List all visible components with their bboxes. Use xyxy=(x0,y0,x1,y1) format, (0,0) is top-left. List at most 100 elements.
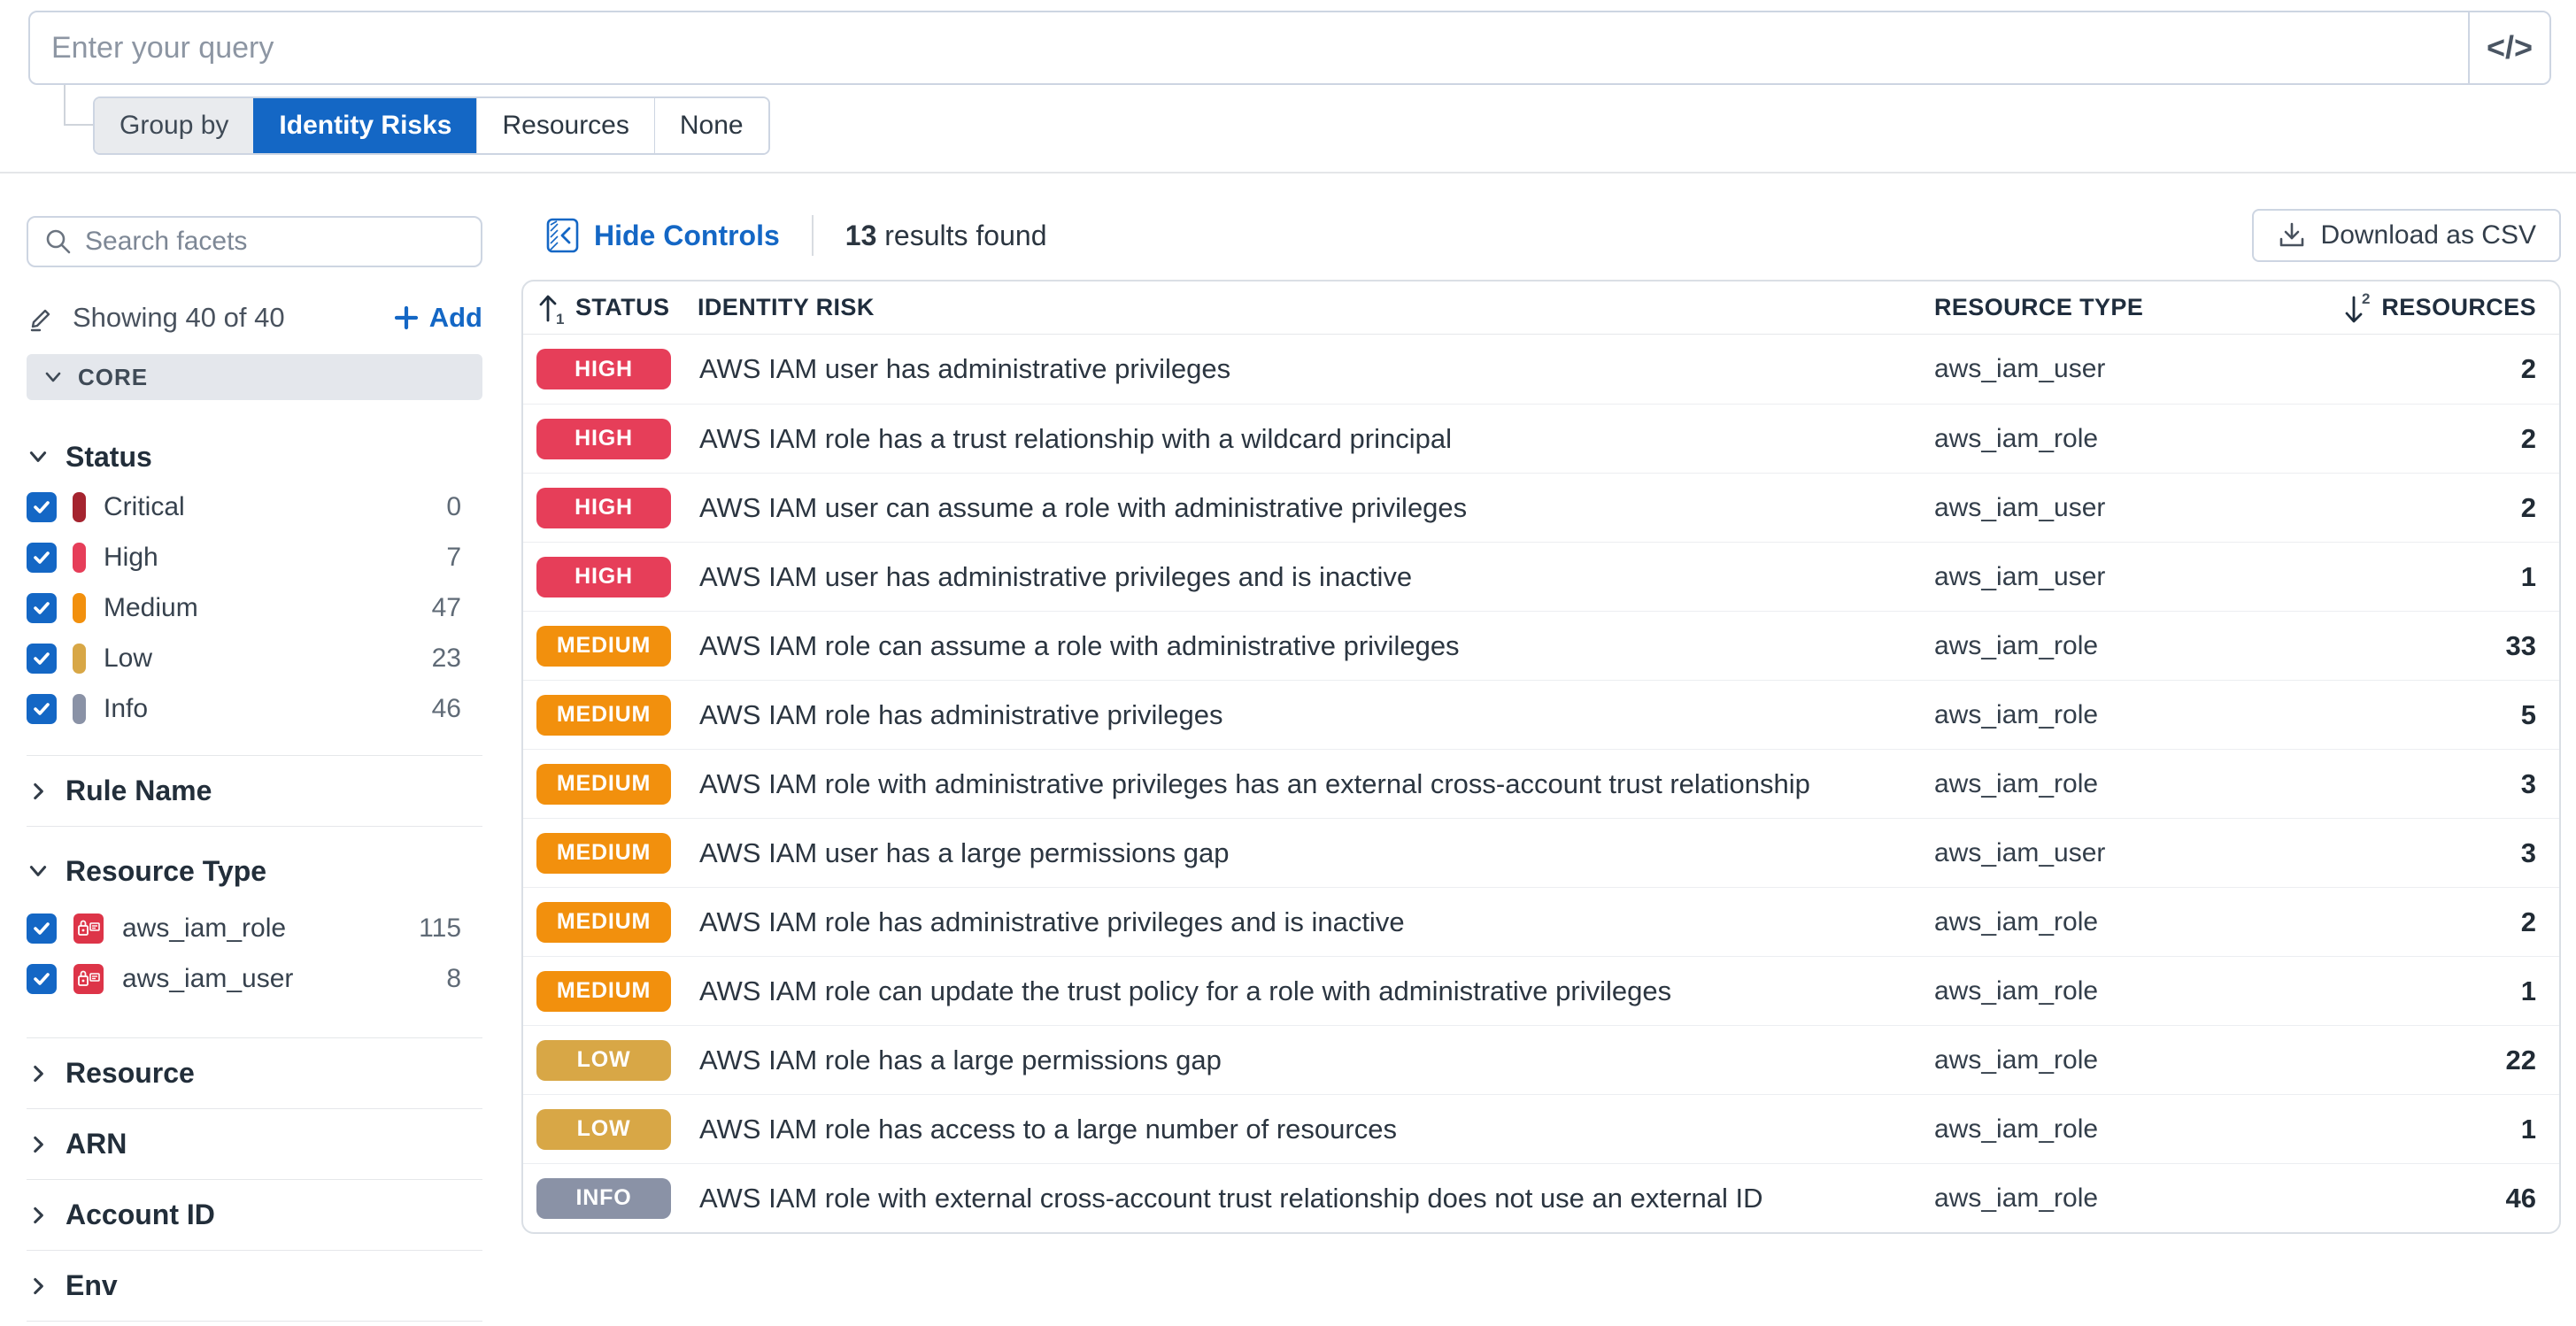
checkbox-checked[interactable] xyxy=(27,542,57,573)
facet-header-collapsed[interactable]: Env xyxy=(27,1251,482,1322)
table-row[interactable]: MEDIUM AWS IAM user has a large permissi… xyxy=(523,818,2559,887)
status-facet-count: 0 xyxy=(446,491,461,521)
table-row[interactable]: MEDIUM AWS IAM role has administrative p… xyxy=(523,887,2559,956)
column-label-resource-type: RESOURCE TYPE xyxy=(1934,294,2144,320)
identity-risk-cell[interactable]: AWS IAM user has administrative privileg… xyxy=(699,353,1231,384)
table-row[interactable]: MEDIUM AWS IAM role can assume a role wi… xyxy=(523,611,2559,680)
query-input[interactable] xyxy=(30,12,2468,83)
facet-summary-row: Showing 40 of 40 Add xyxy=(27,297,482,338)
severity-badge: INFO xyxy=(536,1177,671,1219)
column-label-resources: RESOURCES xyxy=(2381,294,2536,320)
hide-controls-button[interactable]: Hide Controls xyxy=(546,217,780,254)
edit-pencil-icon[interactable] xyxy=(27,303,57,333)
facet-group-core[interactable]: CORE xyxy=(27,354,482,400)
resources-count-cell: 1 xyxy=(2520,975,2536,1006)
identity-risk-cell[interactable]: AWS IAM role has a trust relationship wi… xyxy=(699,422,1452,454)
checkbox-checked[interactable] xyxy=(27,913,57,944)
facet-header-collapsed[interactable]: Account ID xyxy=(27,1180,482,1251)
group-by-control: Group by Identity Risks Resources None xyxy=(93,96,770,155)
identity-risk-cell[interactable]: AWS IAM role with administrative privile… xyxy=(699,767,1810,799)
column-header-status[interactable]: 1 STATUS xyxy=(536,291,698,325)
column-header-resources[interactable]: 2 RESOURCES xyxy=(2315,291,2536,325)
checkbox-checked[interactable] xyxy=(27,693,57,724)
checkbox-checked[interactable] xyxy=(27,491,57,522)
table-row[interactable]: MEDIUM AWS IAM role with administrative … xyxy=(523,749,2559,818)
add-facet-label: Add xyxy=(428,302,482,333)
resource-type-facet-list: aws_iam_role 115 xyxy=(27,903,509,1004)
column-header-identity-risk[interactable]: IDENTITY RISK xyxy=(698,294,1934,321)
identity-risk-cell[interactable]: AWS IAM role can assume a role with admi… xyxy=(699,629,1460,661)
table-row[interactable]: HIGH AWS IAM user can assume a role with… xyxy=(523,473,2559,542)
table-row[interactable]: HIGH AWS IAM user has administrative pri… xyxy=(523,335,2559,404)
identity-risk-cell[interactable]: AWS IAM user can assume a role with admi… xyxy=(699,491,1468,523)
identity-risk-cell[interactable]: AWS IAM role has access to a large numbe… xyxy=(699,1113,1397,1145)
identity-risk-cell[interactable]: AWS IAM role has administrative privileg… xyxy=(699,906,1405,937)
search-icon xyxy=(46,229,71,254)
facet-divider xyxy=(27,1037,482,1038)
aws-iam-icon xyxy=(73,963,104,994)
status-cell: HIGH xyxy=(536,556,698,597)
status-cell: MEDIUM xyxy=(536,694,698,736)
severity-pill-icon xyxy=(73,643,86,674)
group-by-option-identity-risks[interactable]: Identity Risks xyxy=(253,98,477,153)
severity-badge: LOW xyxy=(536,1039,671,1081)
table-row[interactable]: LOW AWS IAM role has a large permissions… xyxy=(523,1025,2559,1094)
add-facet-button[interactable]: Add xyxy=(394,302,482,334)
severity-badge: HIGH xyxy=(536,487,671,528)
table-row[interactable]: HIGH AWS IAM role has a trust relationsh… xyxy=(523,404,2559,473)
chevron-right-icon xyxy=(34,1065,43,1082)
column-header-resource-type[interactable]: RESOURCE TYPE xyxy=(1934,294,2315,321)
download-csv-button[interactable]: Download as CSV xyxy=(2251,209,2561,262)
facet-header-collapsed[interactable]: ARN xyxy=(27,1109,482,1180)
severity-badge: MEDIUM xyxy=(536,832,671,874)
identity-risk-cell[interactable]: AWS IAM user has a large permissions gap xyxy=(699,836,1230,868)
status-facet-label: Critical xyxy=(104,491,185,521)
table-row[interactable]: INFO AWS IAM role with external cross-ac… xyxy=(523,1163,2559,1232)
facet-header-collapsed[interactable]: Resource xyxy=(27,1038,482,1109)
resource-type-cell: aws_iam_role xyxy=(1934,423,2099,453)
table-row[interactable]: HIGH AWS IAM user has administrative pri… xyxy=(523,542,2559,611)
identity-risk-cell[interactable]: AWS IAM role with external cross-account… xyxy=(699,1182,1763,1214)
resources-count-cell: 1 xyxy=(2520,560,2536,592)
resources-count-cell: 22 xyxy=(2505,1044,2536,1075)
checkbox-checked[interactable] xyxy=(27,963,57,994)
status-facet-list: Critical 0 High 7 xyxy=(27,482,509,734)
checkbox-checked[interactable] xyxy=(27,643,57,674)
severity-badge: HIGH xyxy=(536,349,671,389)
svg-text:1: 1 xyxy=(556,311,565,325)
results-count-text: 13 results found xyxy=(845,220,1047,252)
download-csv-label: Download as CSV xyxy=(2320,220,2536,250)
group-by-option-none[interactable]: None xyxy=(653,98,768,153)
results-panel: Hide Controls 13 results found Download … xyxy=(509,173,2561,1324)
results-table: 1 STATUS IDENTITY RISK RESOURCE TYPE 2 xyxy=(521,280,2561,1234)
status-cell: MEDIUM xyxy=(536,832,698,874)
code-editor-toggle-button[interactable]: </> xyxy=(2468,12,2549,83)
check-icon xyxy=(34,702,50,715)
facet-header-rule-name[interactable]: Rule Name xyxy=(27,756,482,827)
identity-risk-cell[interactable]: AWS IAM role has administrative privileg… xyxy=(699,698,1223,730)
table-row[interactable]: MEDIUM AWS IAM role has administrative p… xyxy=(523,680,2559,749)
download-icon xyxy=(2279,222,2303,247)
identity-risk-cell[interactable]: AWS IAM role has a large permissions gap xyxy=(699,1044,1222,1075)
resource-type-cell: aws_iam_role xyxy=(1934,975,2099,1006)
chevron-right-icon xyxy=(34,1277,43,1294)
resources-count-cell: 46 xyxy=(2505,1182,2536,1214)
status-cell: HIGH xyxy=(536,487,698,528)
checkbox-checked[interactable] xyxy=(27,592,57,623)
facet-search-input[interactable] xyxy=(85,227,481,257)
chevron-right-icon xyxy=(34,782,43,799)
sort-descending-icon: 2 xyxy=(2345,291,2371,322)
facet-header-status[interactable]: Status xyxy=(27,432,482,482)
column-label-identity-risk: IDENTITY RISK xyxy=(698,294,875,320)
group-by-option-resources[interactable]: Resources xyxy=(476,98,654,153)
resource-type-facet-item: aws_iam_role 115 xyxy=(27,903,482,953)
table-row[interactable]: LOW AWS IAM role has access to a large n… xyxy=(523,1094,2559,1163)
severity-badge: MEDIUM xyxy=(536,625,671,667)
identity-risk-cell[interactable]: AWS IAM user has administrative privileg… xyxy=(699,560,1413,592)
identity-risk-cell[interactable]: AWS IAM role can update the trust policy… xyxy=(699,975,1672,1006)
facet-header-resource-type[interactable]: Resource Type xyxy=(27,846,482,896)
table-row[interactable]: MEDIUM AWS IAM role can update the trust… xyxy=(523,956,2559,1025)
table-body: HIGH AWS IAM user has administrative pri… xyxy=(523,335,2559,1232)
sort-ascending-icon: 1 xyxy=(539,295,565,325)
groupby-connector-line xyxy=(64,85,94,126)
